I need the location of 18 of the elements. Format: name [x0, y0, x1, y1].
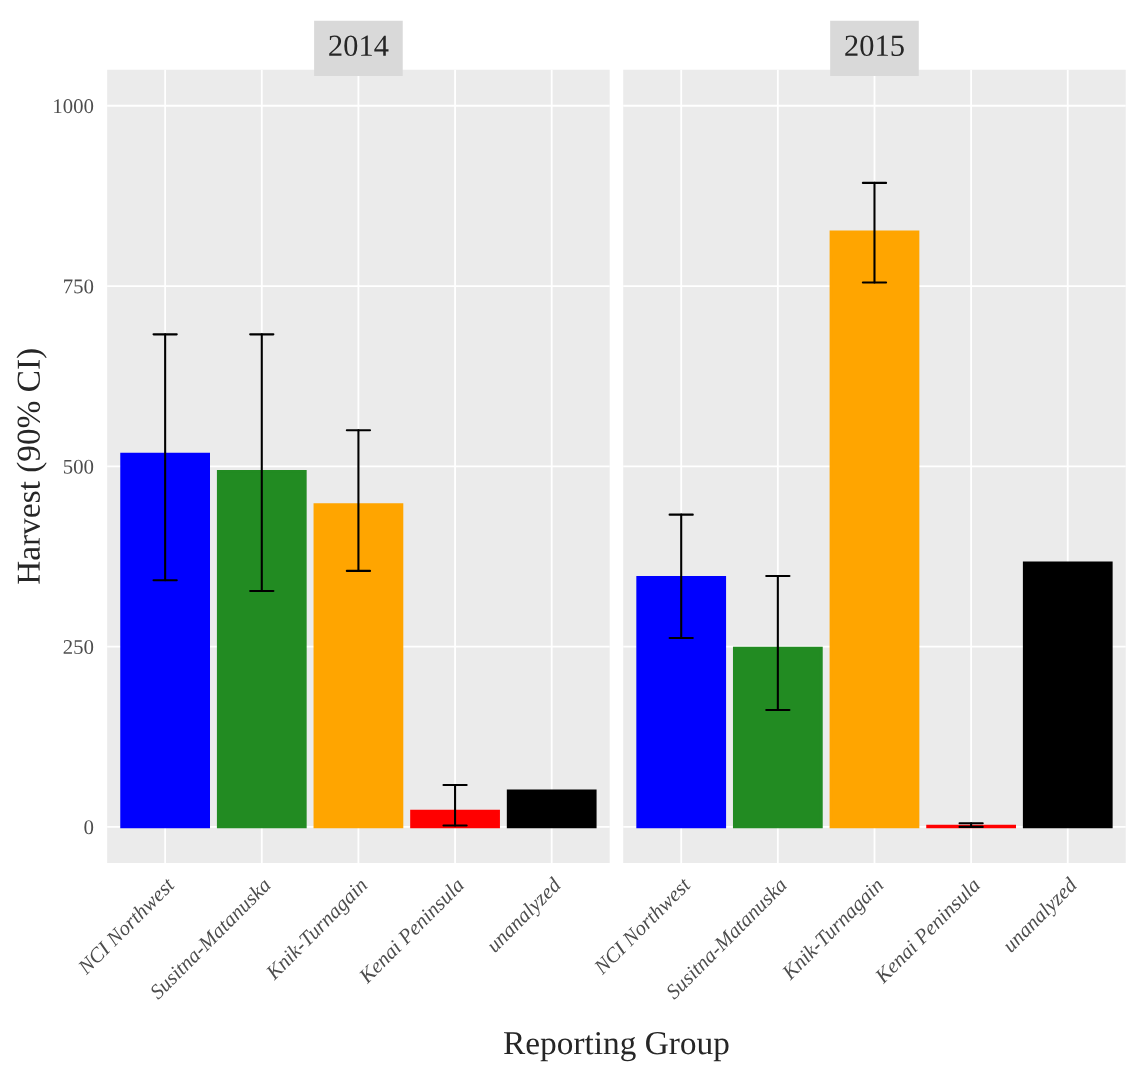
bar — [313, 503, 404, 829]
bar — [829, 230, 920, 829]
bar — [732, 646, 823, 829]
bar — [216, 469, 307, 829]
bar — [636, 575, 727, 829]
y-tick-label: 750 — [64, 279, 94, 294]
y-axis-title: Harvest (90% CI) — [16, 349, 47, 584]
bar — [410, 809, 500, 829]
chart-title: 2015 — [845, 35, 904, 57]
y-tick-label: 500 — [63, 459, 94, 474]
y-tick-label: 1000 — [54, 99, 94, 114]
chart-title: 2014 — [329, 35, 389, 57]
bar — [1022, 561, 1113, 829]
x-axis-title: Reporting Group — [504, 1032, 729, 1062]
bar — [506, 789, 597, 829]
y-tick-label: 0 — [84, 820, 94, 835]
bar — [120, 452, 211, 829]
y-tick-label: 250 — [63, 639, 94, 655]
